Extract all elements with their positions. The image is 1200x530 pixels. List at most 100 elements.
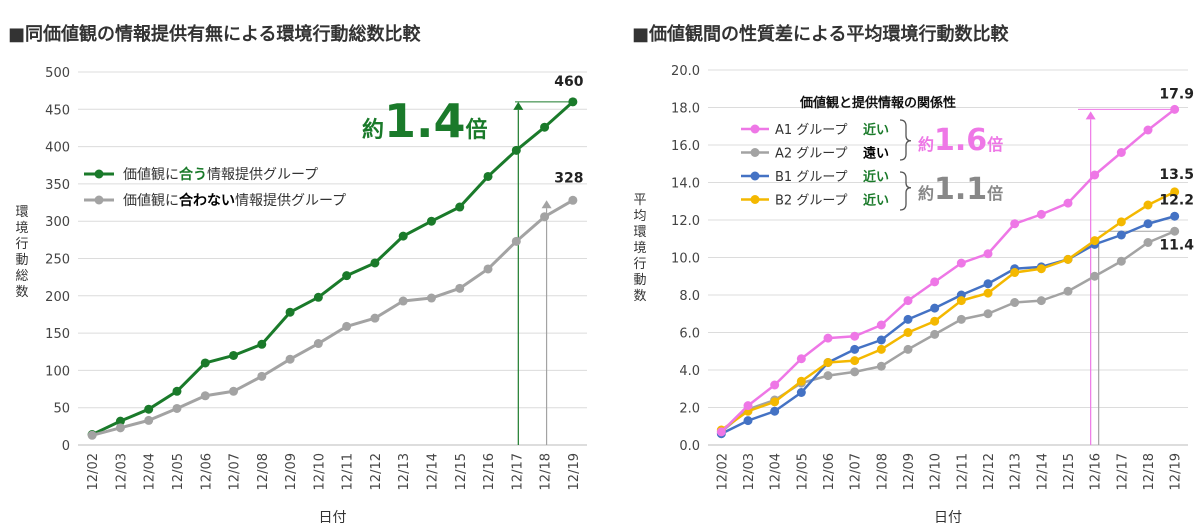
y-tick-label: 20.0 <box>671 64 700 79</box>
x-tick-label: 12/06 <box>822 453 837 490</box>
series-a1-point <box>930 277 940 287</box>
series-a1-point <box>876 320 886 330</box>
y-tick-label: 12.0 <box>671 214 700 229</box>
series-a1-point <box>1116 148 1126 157</box>
legend-entry-label: 価値観に合わない情報提供グループ <box>123 192 346 209</box>
series-match-point <box>313 292 323 302</box>
series-a2-point <box>1036 296 1046 306</box>
legend-swatch-point <box>750 171 760 181</box>
ratio-annotation-left: 約1.4倍 <box>362 94 488 148</box>
series-a1-point <box>796 354 806 364</box>
end-label-b1: 12.2 <box>1159 192 1194 208</box>
series-b2-point <box>770 397 780 407</box>
y-tick-label: 400 <box>45 141 70 156</box>
series-a2-point <box>876 361 886 371</box>
series-a2-point <box>1116 256 1126 266</box>
series-a1-point <box>1143 125 1153 135</box>
series-a1-point <box>716 427 726 437</box>
y-tick-label: 50 <box>53 402 70 417</box>
series-match-point <box>342 271 352 281</box>
y-tick-label: 250 <box>45 253 70 268</box>
x-tick-label: 12/16 <box>482 453 497 490</box>
x-tick-label: 12/05 <box>171 453 186 490</box>
series-match-point <box>257 339 267 349</box>
series-b2-point <box>1090 236 1100 246</box>
right-chart-axes: 0.0 2.0 4.0 6.0 8.0 10.0 12.0 14.0 16.0 18.0 20.0 1… <box>633 64 1188 526</box>
series-match-point <box>172 386 182 396</box>
series-match-point <box>455 202 465 212</box>
series-a2 <box>716 226 1180 437</box>
ratio-annotation-b: 約1.1倍 <box>918 172 1003 207</box>
series-nonmatch-point <box>285 354 295 364</box>
series-b1-point <box>1116 230 1126 240</box>
series-match-point <box>200 358 210 368</box>
series-nonmatch-point <box>511 236 521 246</box>
series-b2-line <box>720 190 1176 432</box>
series-a2-point <box>850 367 860 377</box>
series-b1-line <box>720 215 1176 435</box>
x-axis-label: 日付 <box>319 510 347 526</box>
series-a2-point <box>930 329 940 339</box>
x-tick-label: 12/11 <box>341 453 356 490</box>
x-tick-label: 12/02 <box>715 453 730 490</box>
series-b1-point <box>983 279 993 289</box>
legend-relation-label: 近い <box>863 193 889 209</box>
y-tick-label: 18.0 <box>671 102 700 117</box>
series-a1-point <box>1170 104 1180 114</box>
x-tick-label: 12/12 <box>982 453 997 490</box>
series-a1-point <box>823 333 833 343</box>
series-nonmatch-point <box>568 195 578 205</box>
series-b2-point <box>850 356 860 366</box>
y-tick-label: 10.0 <box>671 252 700 267</box>
left-chart-axes: 0 50 100 150 200 250 300 350 400 450 500 12/02 12/03… <box>15 66 587 526</box>
left-chart-title: ■同価値観の情報提供有無による環境行動総数比較 <box>8 24 421 45</box>
series-b1-point <box>1170 211 1180 221</box>
y-tick-label: 8.0 <box>679 289 700 304</box>
series-b1-point <box>903 314 913 324</box>
series-a1-point <box>956 258 966 268</box>
x-tick-label: 12/17 <box>510 453 525 490</box>
legend-entry-label: B1 グループ <box>775 170 848 185</box>
x-tick-label: 12/15 <box>1062 453 1077 490</box>
y-tick-label: 350 <box>45 178 70 193</box>
series-nonmatch-point <box>342 321 352 331</box>
series-match-point <box>540 122 550 132</box>
ratio-annotation-a: 約1.6倍 <box>918 123 1003 158</box>
x-tick-label: 12/07 <box>849 453 864 490</box>
x-tick-label: 12/17 <box>1115 453 1130 490</box>
series-match-point <box>426 216 436 226</box>
x-tick-label: 12/11 <box>955 453 970 490</box>
legend-swatch-point <box>750 195 760 204</box>
x-tick-label: 12/03 <box>114 453 129 490</box>
legend-swatch-point <box>750 148 760 157</box>
series-match-point <box>229 350 239 360</box>
y-tick-label: 14.0 <box>671 177 700 192</box>
x-tick-label: 12/16 <box>1089 453 1104 490</box>
series-match-point <box>398 231 408 241</box>
series-nonmatch-point <box>483 264 493 274</box>
series-nonmatch-point <box>200 391 210 401</box>
x-tick-label: 12/18 <box>539 453 554 490</box>
series-a2-point <box>983 309 993 319</box>
legend-bracket <box>899 119 912 161</box>
series-nonmatch-point <box>144 415 154 425</box>
x-tick-label: 12/14 <box>1035 453 1050 490</box>
series-b2-point <box>983 288 993 298</box>
series-b2-point <box>876 344 886 354</box>
series-a2-point <box>1170 226 1180 236</box>
legend-entry-label: B2 グループ <box>775 194 848 209</box>
y-tick-label: 100 <box>45 364 70 379</box>
series-nonmatch-point <box>115 423 125 433</box>
x-tick-label: 12/15 <box>454 453 469 490</box>
legend-relation-label: 遠い <box>863 146 889 162</box>
series-b2-point <box>956 296 966 306</box>
legend-title: 価値観と提供情報の関係性 <box>799 95 956 111</box>
y-tick-label: 6.0 <box>679 327 700 342</box>
series-nonmatch-point <box>313 339 323 349</box>
y-tick-label: 450 <box>45 103 70 118</box>
legend-bracket <box>899 171 912 211</box>
series-match-point <box>568 97 578 107</box>
series-nonmatch-point <box>426 293 436 303</box>
